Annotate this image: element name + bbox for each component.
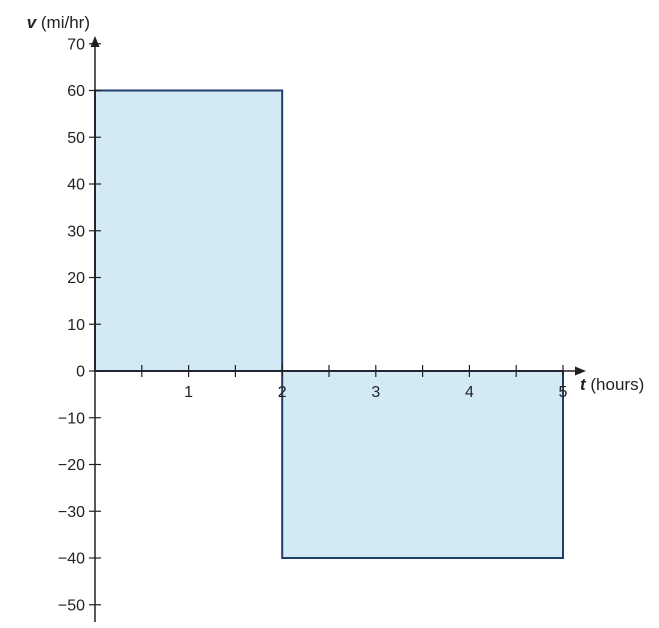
y-tick-label: −10 [58, 410, 85, 427]
shaded-regions [94, 89, 564, 559]
x-tick-label: 4 [465, 384, 474, 401]
y-tick-label: 30 [67, 223, 85, 240]
y-tick-label: 10 [67, 317, 85, 334]
y-tick-label: 20 [67, 270, 85, 287]
x-tick-label: 3 [371, 384, 380, 401]
y-tick-label: 40 [67, 177, 85, 194]
y-tick-label: −30 [58, 504, 85, 521]
x-axis-variable: t [580, 375, 587, 394]
y-axis-arrow [90, 36, 100, 47]
ticks [89, 43, 564, 606]
y-axis-unit: (mi/hr) [36, 13, 90, 32]
y-tick-label: −40 [58, 551, 85, 568]
region-1 [94, 89, 284, 372]
axes [90, 36, 586, 622]
y-tick-label: −50 [58, 597, 85, 614]
y-tick-label: 70 [67, 36, 85, 53]
y-tick-label: −20 [58, 457, 85, 474]
x-tick-label: 1 [184, 384, 193, 401]
y-tick-label: 0 [76, 364, 85, 381]
y-axis-label: v (mi/hr) [27, 13, 90, 32]
tick-labels: −50 −40 −30 −20 −10 0 10 20 30 40 50 60 70 1 2 3 4 5 [58, 36, 568, 614]
region-2 [281, 370, 564, 559]
x-axis-arrow [575, 366, 586, 376]
x-tick-label: 5 [559, 384, 568, 401]
x-axis-unit: (hours) [586, 375, 645, 394]
x-axis-label: t (hours) [580, 375, 644, 394]
y-tick-label: 60 [67, 83, 85, 100]
y-axis-variable: v [27, 13, 38, 32]
x-tick-label: 2 [278, 384, 287, 401]
y-tick-label: 50 [67, 130, 85, 147]
